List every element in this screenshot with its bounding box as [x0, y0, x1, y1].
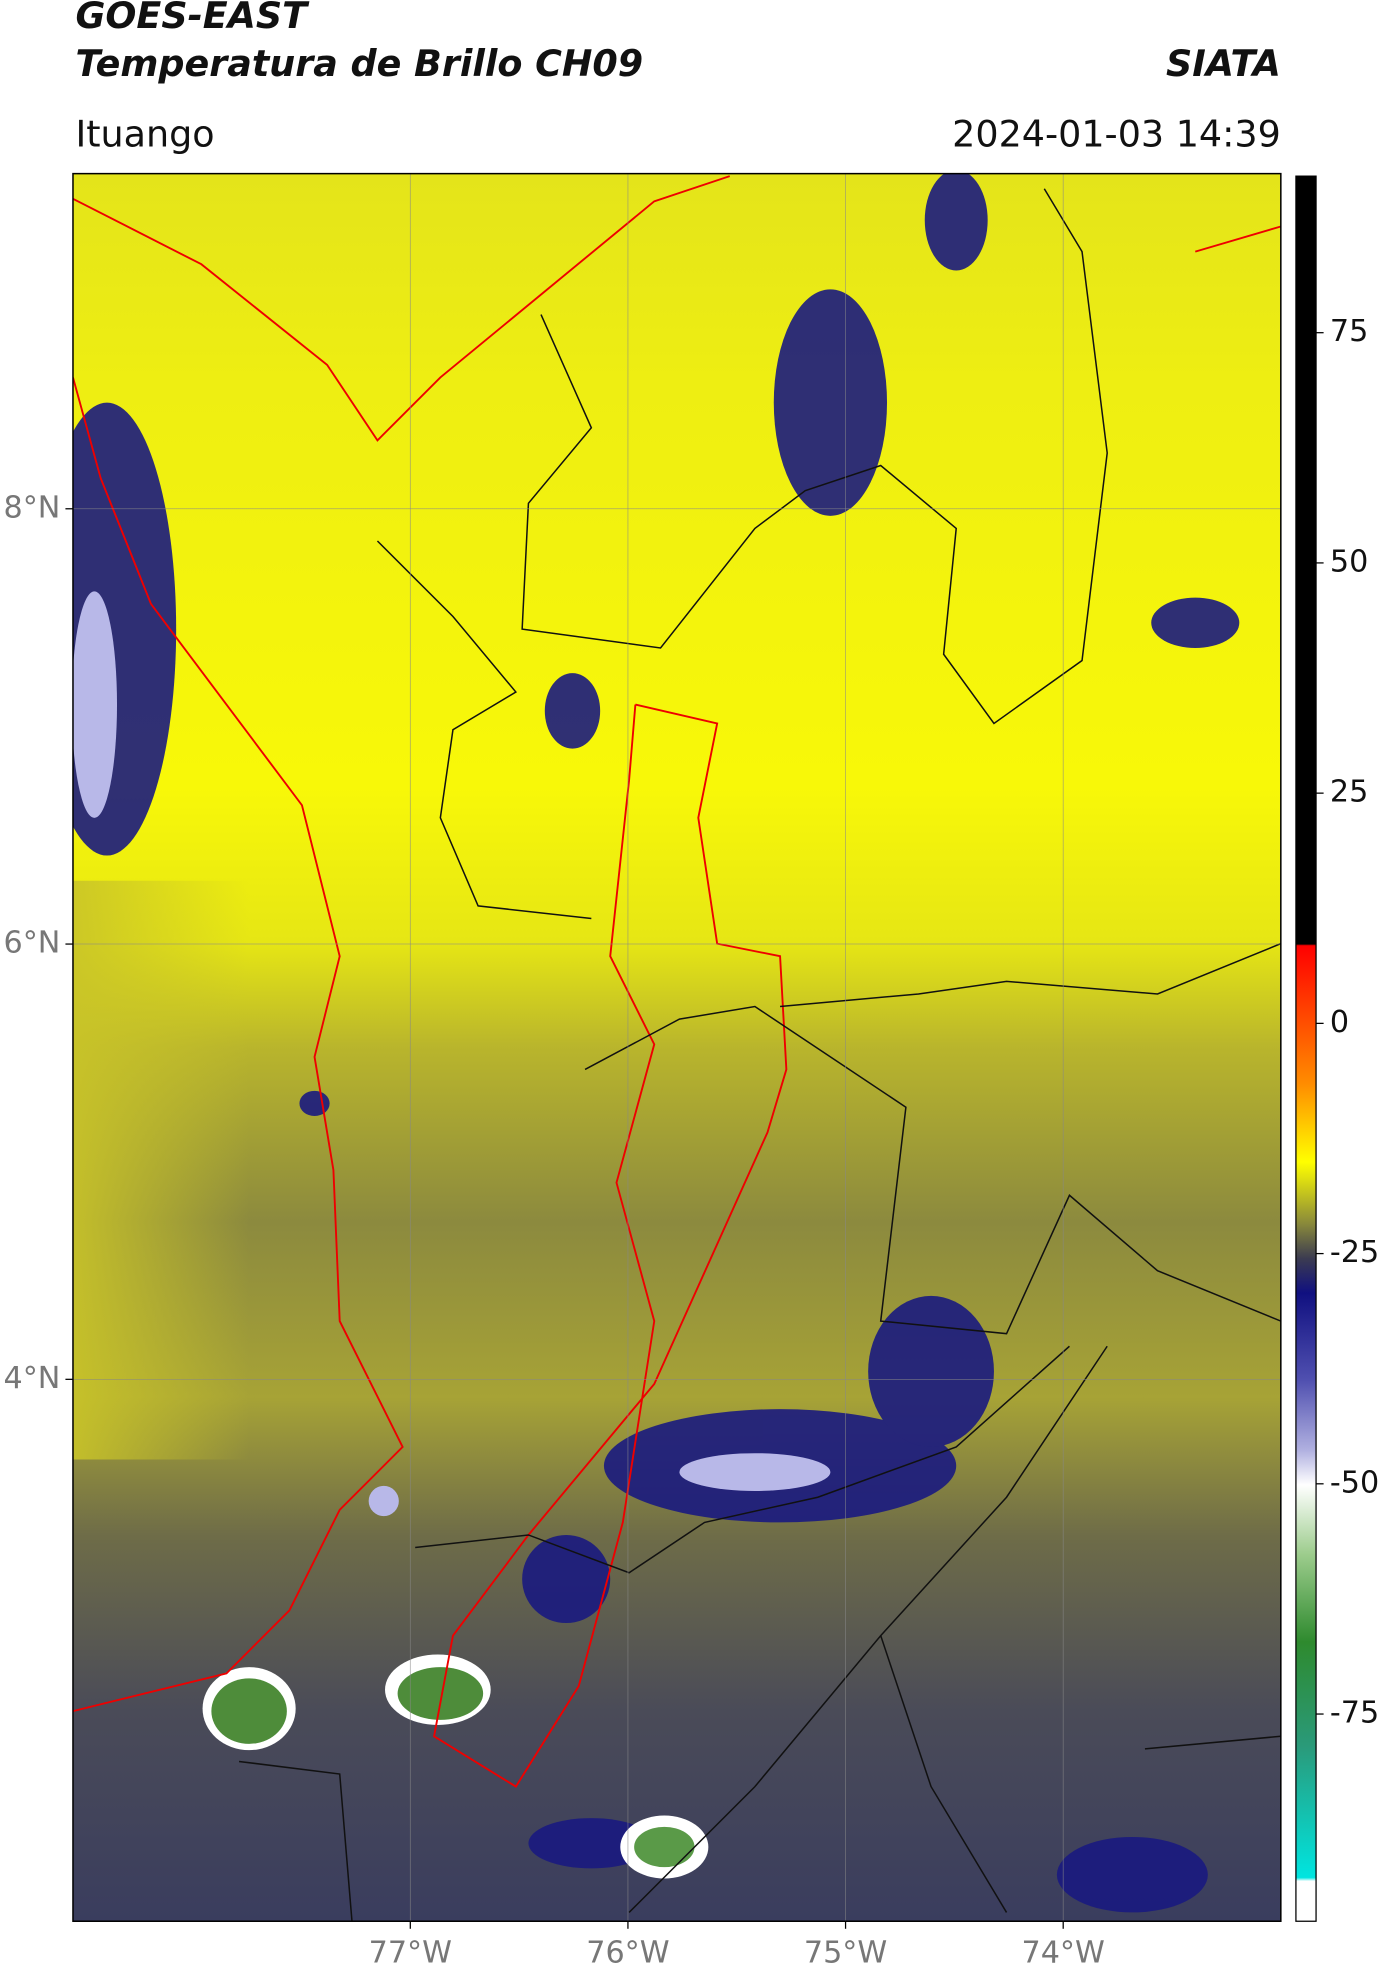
lat-tick-label: 6°N	[4, 926, 61, 961]
brand: SIATA	[1166, 42, 1281, 85]
colorbar-tick-label: 50	[1330, 544, 1368, 579]
borders	[238, 188, 1281, 1922]
map	[72, 173, 1281, 1922]
lon-tick-label: 77°W	[369, 1935, 452, 1970]
location: Ituango	[75, 112, 214, 155]
title: GOES-EAST	[75, 0, 310, 37]
coastline	[72, 175, 1281, 1788]
colorbar-tick-label: 0	[1330, 1005, 1349, 1040]
subtitle: Temperatura de Brillo CH09	[75, 42, 643, 85]
colorbar-tick-label: 25	[1330, 775, 1368, 810]
datetime: 2024-01-03 14:39	[952, 112, 1281, 155]
lat-tick-label: 4°N	[4, 1361, 61, 1396]
colorbar-tick-label: -25	[1330, 1235, 1379, 1270]
lon-tick-label: 76°W	[586, 1935, 669, 1970]
colorbar-tick-label: -50	[1330, 1465, 1379, 1500]
colorbar-tick-label: -75	[1330, 1696, 1379, 1731]
lon-tick-label: 75°W	[804, 1935, 887, 1970]
lon-tick-label: 74°W	[1022, 1935, 1105, 1970]
colorbar-tick-label: 75	[1330, 314, 1368, 349]
colorbar	[1295, 175, 1317, 1922]
lat-tick-label: 8°N	[4, 490, 61, 525]
map-frame	[72, 172, 1282, 1922]
map-shade	[72, 880, 577, 1460]
cloud-cells	[72, 173, 1240, 1913]
cloud-cores	[72, 591, 831, 1517]
cold-tops	[202, 1654, 709, 1879]
